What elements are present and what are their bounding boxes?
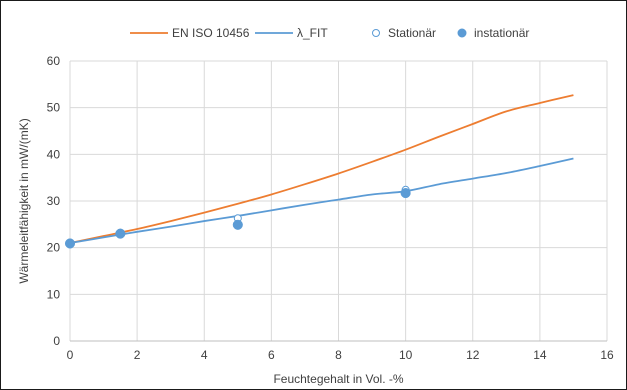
legend-label: EN ISO 10456: [172, 26, 250, 40]
y-tick-label: 60: [47, 54, 61, 68]
series: [64, 94, 574, 249]
series-line-0: [69, 94, 574, 244]
y-tick-label: 50: [47, 101, 61, 115]
y-tick-label: 40: [47, 147, 61, 161]
y-tick-label: 10: [47, 287, 61, 301]
legend-swatch-marker: [372, 29, 380, 37]
instationaer-point: [115, 228, 126, 239]
x-tick-label: 10: [399, 348, 413, 362]
x-tick-label: 4: [201, 348, 208, 362]
x-axis-title: Feuchtegehalt in Vol. -%: [273, 372, 403, 386]
y-tick-label: 30: [47, 194, 61, 208]
legend: EN ISO 10456 λ_FIT Stationär instationär: [130, 26, 529, 40]
axes: 0 2 4 6 8 10 12 14 16 0 10 20 30 40 50 60: [47, 54, 614, 362]
legend-label: instationär: [474, 26, 529, 40]
x-tick-label: 16: [600, 348, 614, 362]
legend-label: Stationär: [388, 26, 436, 40]
legend-label: λ_FIT: [297, 26, 328, 40]
instationaer-point: [400, 188, 411, 199]
x-tick-label: 2: [134, 348, 141, 362]
x-tick-label: 6: [268, 348, 275, 362]
y-tick-label: 20: [47, 241, 61, 255]
legend-swatch-marker: [457, 28, 467, 38]
y-tick-label: 0: [53, 334, 60, 348]
x-tick-label: 14: [533, 348, 547, 362]
series-line-1: [69, 157, 574, 244]
x-tick-label: 12: [466, 348, 480, 362]
grid: [69, 60, 608, 342]
y-axis-title: Wärmeleitfähigkeit in mW/(mK): [17, 118, 31, 283]
instationaer-point: [64, 238, 76, 249]
instationaer-point: [232, 219, 243, 230]
x-tick-label: 8: [335, 348, 342, 362]
x-tick-label: 0: [67, 348, 74, 362]
